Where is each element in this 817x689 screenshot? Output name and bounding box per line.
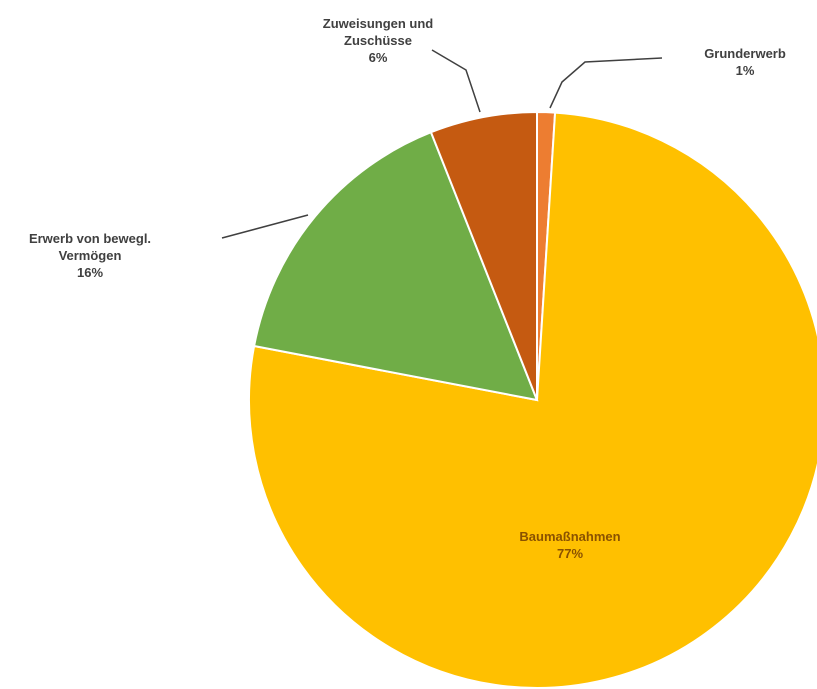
category-label: Erwerb von bewegl. Vermögen — [28, 231, 152, 263]
slice-label: Grunderwerb 1% — [670, 45, 817, 79]
category-label: Baumaßnahmen — [519, 529, 621, 544]
pie-slice — [248, 111, 817, 689]
slice-label: Baumaßnahmen 77% — [470, 528, 670, 562]
value-label: 6% — [368, 50, 388, 65]
leader-line — [431, 49, 481, 113]
category-label: Grunderwerb — [704, 46, 786, 61]
slice-label: Zuweisungen und Zuschüsse 6% — [298, 15, 458, 66]
value-label: 1% — [735, 63, 755, 78]
category-label: Zuweisungen und Zuschüsse — [322, 16, 434, 48]
leader-line — [549, 57, 663, 109]
leader-line — [221, 214, 309, 239]
value-label: 77% — [556, 546, 584, 561]
pie-slice — [252, 130, 539, 402]
value-label: 16% — [76, 265, 104, 280]
pie-slice — [429, 110, 538, 401]
slice-label: Erwerb von bewegl. Vermögen 16% — [5, 230, 175, 281]
